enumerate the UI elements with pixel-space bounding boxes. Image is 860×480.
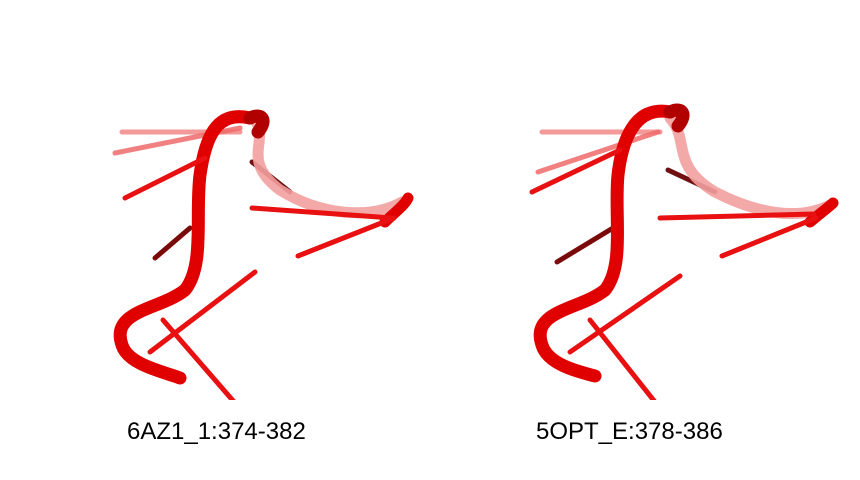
base-stick bbox=[249, 205, 395, 221]
structure-label-right: 5OPT_E:378-386 bbox=[536, 418, 723, 445]
base-stick bbox=[719, 215, 819, 259]
backbone-tube-turn bbox=[243, 109, 270, 139]
structure-label-left: 6AZ1_1:374-382 bbox=[127, 418, 306, 445]
rna-cartoon-right bbox=[529, 103, 839, 400]
base-stick bbox=[160, 317, 236, 400]
base-stick bbox=[657, 211, 817, 221]
backbone-tube-main bbox=[533, 104, 677, 383]
backbone-tube-back bbox=[664, 112, 836, 219]
rna-cartoon-left bbox=[112, 109, 414, 400]
backbone-tube-main bbox=[113, 110, 257, 385]
base-stick bbox=[147, 269, 258, 355]
structure-panel-left: 6AZ1_1:374-382 bbox=[112, 109, 414, 445]
backbone-tube-turn bbox=[663, 103, 690, 133]
structure-panel-right: 5OPT_E:378-386 bbox=[430, 0, 860, 480]
base-stick bbox=[152, 225, 193, 261]
base-stick bbox=[122, 155, 208, 201]
base-stick bbox=[529, 147, 623, 195]
base-stick bbox=[554, 225, 616, 265]
base-stick bbox=[587, 317, 657, 400]
backbone-tube-back bbox=[249, 114, 408, 219]
base-stick bbox=[567, 273, 683, 355]
base-stick bbox=[295, 215, 397, 259]
base-stick bbox=[535, 129, 661, 175]
